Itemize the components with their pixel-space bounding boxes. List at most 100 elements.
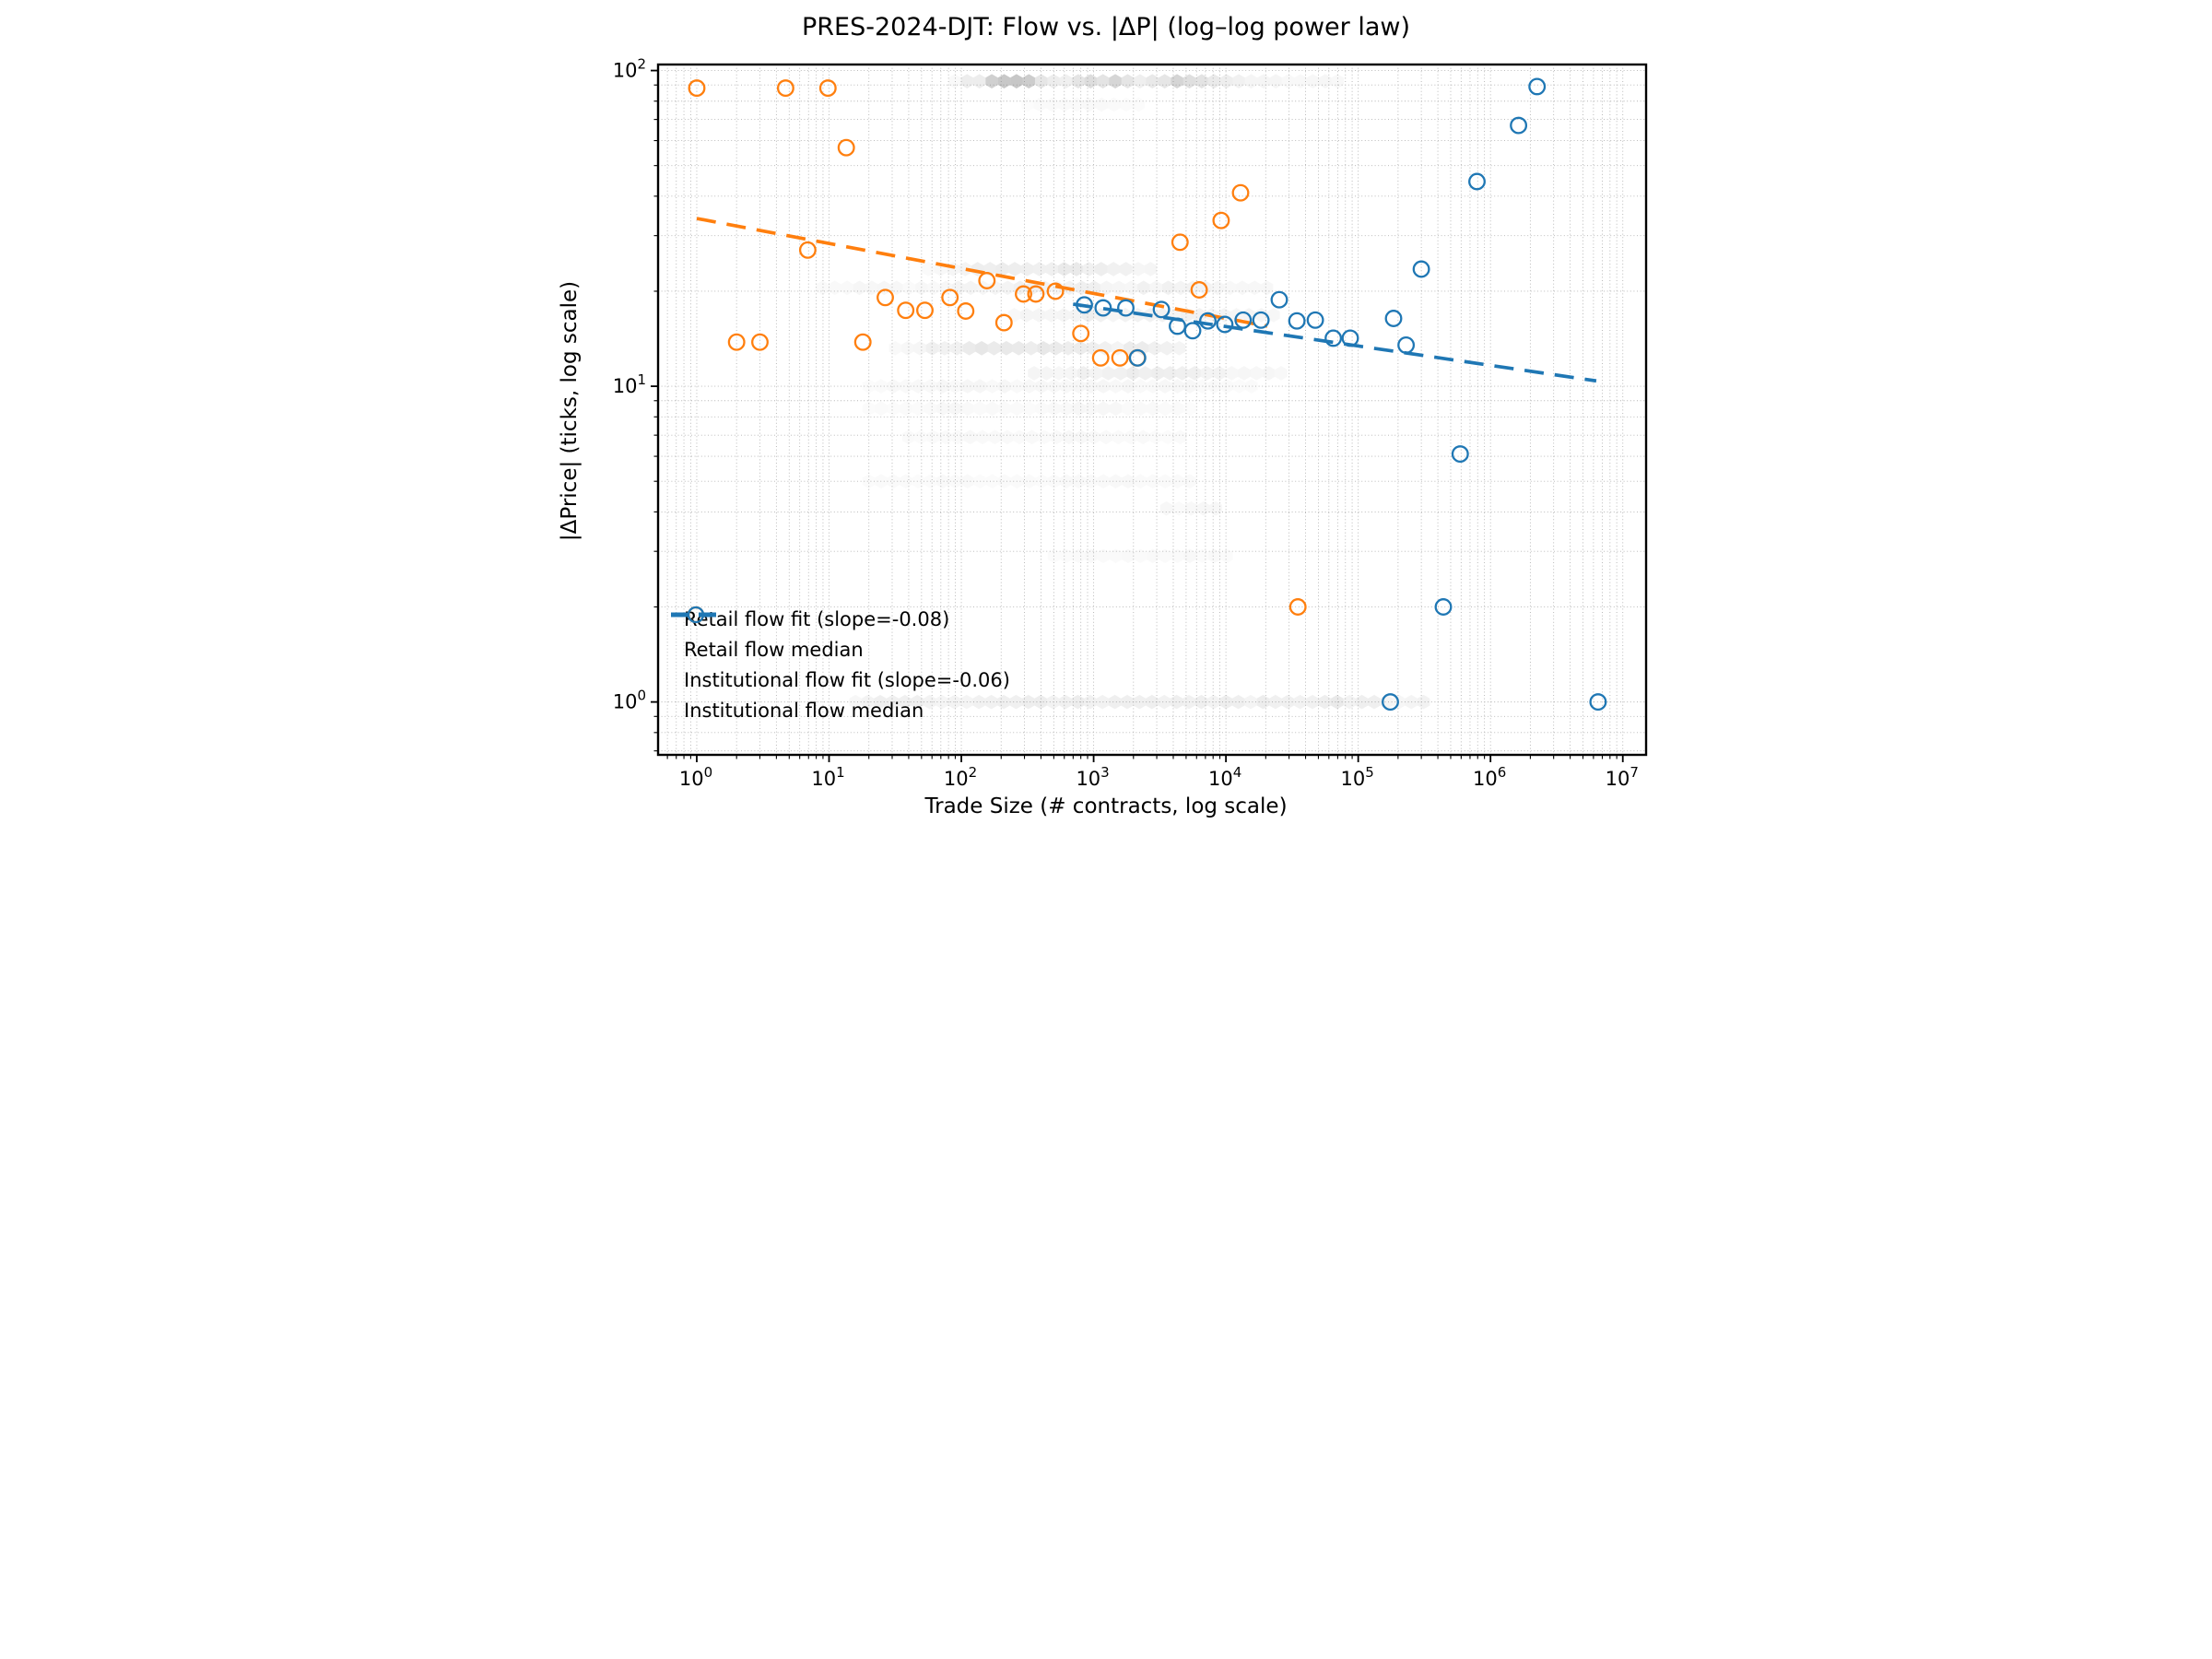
hexbin-cell	[1134, 401, 1147, 417]
data-point	[818, 79, 837, 98]
hexbin-cell	[1101, 366, 1115, 381]
hexbin-cell	[1250, 366, 1263, 381]
legend-label: Institutional flow median	[684, 699, 924, 722]
hexbin-cell	[1184, 500, 1198, 516]
hexbin-cell	[1124, 429, 1137, 445]
hexbin-cell	[1034, 74, 1048, 88]
hexbin-cell	[985, 379, 999, 394]
hexbin-cell	[1331, 694, 1344, 710]
hexbin-cell	[1135, 474, 1147, 488]
hexbin-cell	[972, 694, 985, 710]
hexbin-cell	[1244, 694, 1257, 710]
hexbin-cell	[1082, 262, 1096, 276]
hexbin-cell	[1195, 74, 1208, 88]
data-layer	[688, 77, 1607, 712]
hexbin-cell	[1294, 74, 1307, 88]
hexbin-cell	[924, 379, 937, 394]
hexbin-cell	[997, 74, 1011, 88]
hexbin-cell	[1040, 366, 1053, 381]
institutional-median-points	[1076, 77, 1607, 712]
hexbin-cell	[1011, 474, 1023, 488]
hexbin-cell	[1269, 74, 1282, 88]
hexbin-cell	[1254, 308, 1268, 323]
hexbin-cell	[1281, 694, 1294, 710]
hexbin-cell	[923, 694, 936, 710]
hexbin-cell	[1209, 500, 1222, 516]
hexbin-cell	[1146, 694, 1159, 710]
hexbin-cell	[902, 280, 915, 296]
hexbin-cell	[1075, 429, 1088, 445]
hexbin-cell	[938, 340, 951, 356]
hexbin-cell	[1193, 308, 1206, 323]
hexbin-cell	[863, 401, 875, 416]
hexbin-cell	[1159, 401, 1171, 416]
legend-label: Retail flow median	[684, 638, 864, 661]
chart-svg: 100 101 102 103 104 105 106 107 100 101 102	[613, 56, 1648, 790]
hexbin-cell	[1072, 379, 1086, 394]
hexbin-cell	[1095, 262, 1108, 276]
hexbin-cell	[865, 280, 878, 296]
hexbin-cell	[960, 694, 973, 710]
hexbin-cell	[1049, 340, 1063, 356]
hexbin-cell	[961, 474, 974, 489]
data-point	[897, 301, 915, 320]
hexbin-cell	[1097, 401, 1110, 417]
hexbin-cell	[1074, 340, 1087, 356]
hexbin-cell	[1133, 694, 1147, 710]
hexbin-cell	[939, 429, 952, 445]
hexbin-cell	[1057, 308, 1070, 323]
hexbin-cell	[1108, 98, 1120, 112]
data-point	[1169, 317, 1186, 335]
hexbin-cell	[1200, 366, 1214, 381]
hexbin-cell	[1306, 74, 1320, 88]
hexbin-cell	[888, 340, 901, 356]
hexbin-cell	[972, 74, 986, 88]
hexbin-cell	[1032, 308, 1045, 323]
hexbin-cell	[1147, 379, 1159, 394]
hexbin-cell	[1211, 280, 1224, 296]
data-point	[1091, 348, 1110, 367]
hexbin-cell	[1024, 340, 1038, 356]
hexbin-cell	[1219, 694, 1232, 710]
hexbin-cell	[985, 74, 998, 88]
hexbin-cell	[900, 379, 912, 394]
tick-label: 100	[679, 764, 712, 790]
data-point	[1270, 290, 1288, 309]
hexbin-cell	[875, 401, 888, 417]
data-point	[1306, 311, 1324, 329]
hexbin-cell	[1097, 474, 1110, 489]
hexbin-cell	[1220, 379, 1232, 394]
hexbin-cell	[1060, 474, 1073, 489]
data-point	[978, 272, 996, 289]
hexbin-cell	[1331, 74, 1344, 88]
hexbin-cell	[1208, 379, 1221, 394]
hexbin-cell	[887, 474, 900, 489]
hexbin-cell	[1034, 694, 1047, 710]
hexbin-cell	[1174, 429, 1186, 444]
data-point	[1183, 322, 1202, 340]
hexbin-cell	[1020, 262, 1034, 276]
hexbin-cell	[1183, 548, 1196, 564]
hexbin-cell	[1195, 379, 1209, 394]
hexbin-cell	[911, 694, 924, 710]
data-point	[1117, 299, 1135, 317]
hexbin-cell	[1035, 474, 1047, 488]
data-point	[1412, 260, 1430, 278]
hexbin-cell	[1069, 308, 1083, 323]
hexbin-cell	[935, 694, 948, 710]
hexbin-cell	[1207, 74, 1220, 88]
hexbin-cell	[1060, 401, 1073, 417]
hexbin-cell	[960, 74, 973, 88]
hexbin-cell	[1147, 340, 1161, 356]
tick-label: 102	[944, 764, 977, 790]
hexbin-cell	[1343, 694, 1356, 710]
hexbin-cell	[986, 474, 998, 488]
hexbin-cell	[1021, 98, 1033, 112]
tick-label: 105	[1341, 764, 1374, 790]
hexbin-cell	[1109, 548, 1123, 564]
hexbin-cell	[1137, 280, 1150, 296]
hexbin-cell	[1010, 379, 1024, 394]
hexbin-cell	[1047, 74, 1060, 88]
hexbin-cell	[947, 694, 961, 710]
data-point	[916, 301, 934, 320]
